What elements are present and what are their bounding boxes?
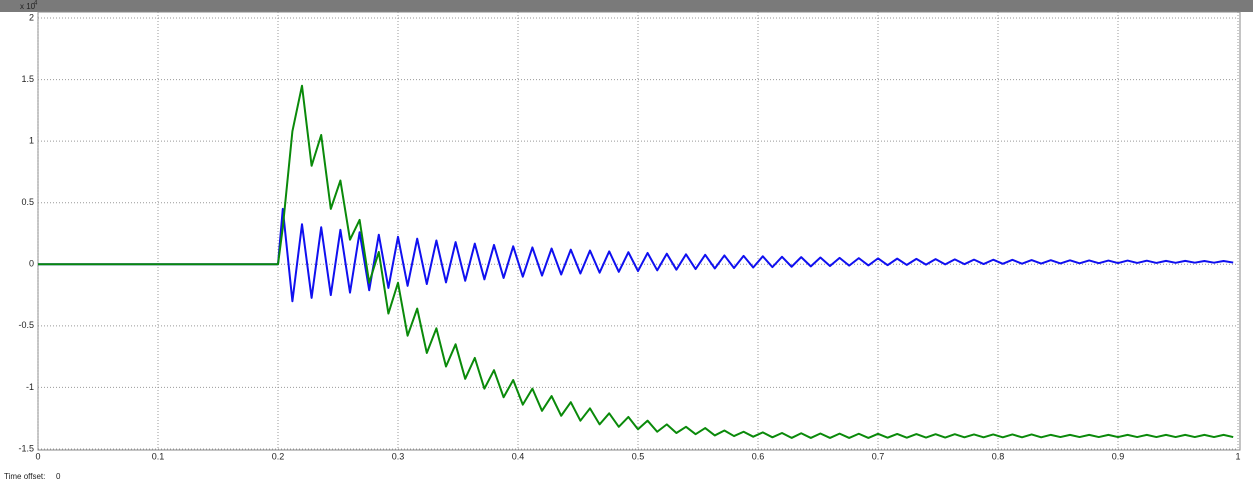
x-tick-label: 0.9 xyxy=(1112,451,1125,461)
x-tick-label: 0.1 xyxy=(152,451,165,461)
footer-value: 0 xyxy=(56,472,61,481)
y-tick-label: 0.5 xyxy=(21,197,34,207)
y-tick-label: 2 xyxy=(29,12,34,22)
y-tick-label: -0.5 xyxy=(18,320,34,330)
x-tick-label: 0.8 xyxy=(992,451,1005,461)
y-tick-label: 1 xyxy=(29,136,34,146)
series-line xyxy=(38,207,1234,303)
y-tick-label: 1.5 xyxy=(21,74,34,84)
y-multiplier-exponent: 4 xyxy=(34,1,38,7)
x-tick-label: 0.7 xyxy=(872,451,885,461)
x-tick-label: 0.4 xyxy=(512,451,525,461)
x-tick-label: 0 xyxy=(35,451,40,461)
y-tick-label: -1 xyxy=(26,382,34,392)
y-tick-label: -1.5 xyxy=(18,443,34,453)
x-tick-label: 0.2 xyxy=(272,451,285,461)
x-tick-label: 0.3 xyxy=(392,451,405,461)
x-tick-label: 0.6 xyxy=(752,451,765,461)
x-tick-label: 0.5 xyxy=(632,451,645,461)
y-multiplier: x 10 xyxy=(20,2,36,11)
y-tick-label: 0 xyxy=(29,259,34,269)
top-band xyxy=(0,0,1253,12)
series-line xyxy=(38,84,1234,439)
plot-area xyxy=(37,11,1241,451)
x-tick-label: 1 xyxy=(1235,451,1240,461)
footer-label: Time offset: xyxy=(4,472,45,481)
